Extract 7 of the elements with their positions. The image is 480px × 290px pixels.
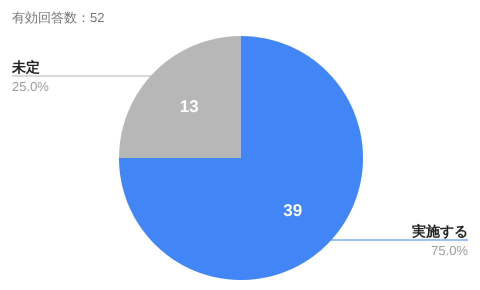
data-label: 13 <box>180 97 199 116</box>
chart-title: 有効回答数：52 <box>12 10 104 25</box>
slice-label: 実施する <box>412 222 468 239</box>
slice-label: 未定 <box>11 59 40 76</box>
text: 25.0% <box>12 79 50 94</box>
data-label: 39 <box>283 200 302 220</box>
text: 75.0% <box>431 242 468 258</box>
